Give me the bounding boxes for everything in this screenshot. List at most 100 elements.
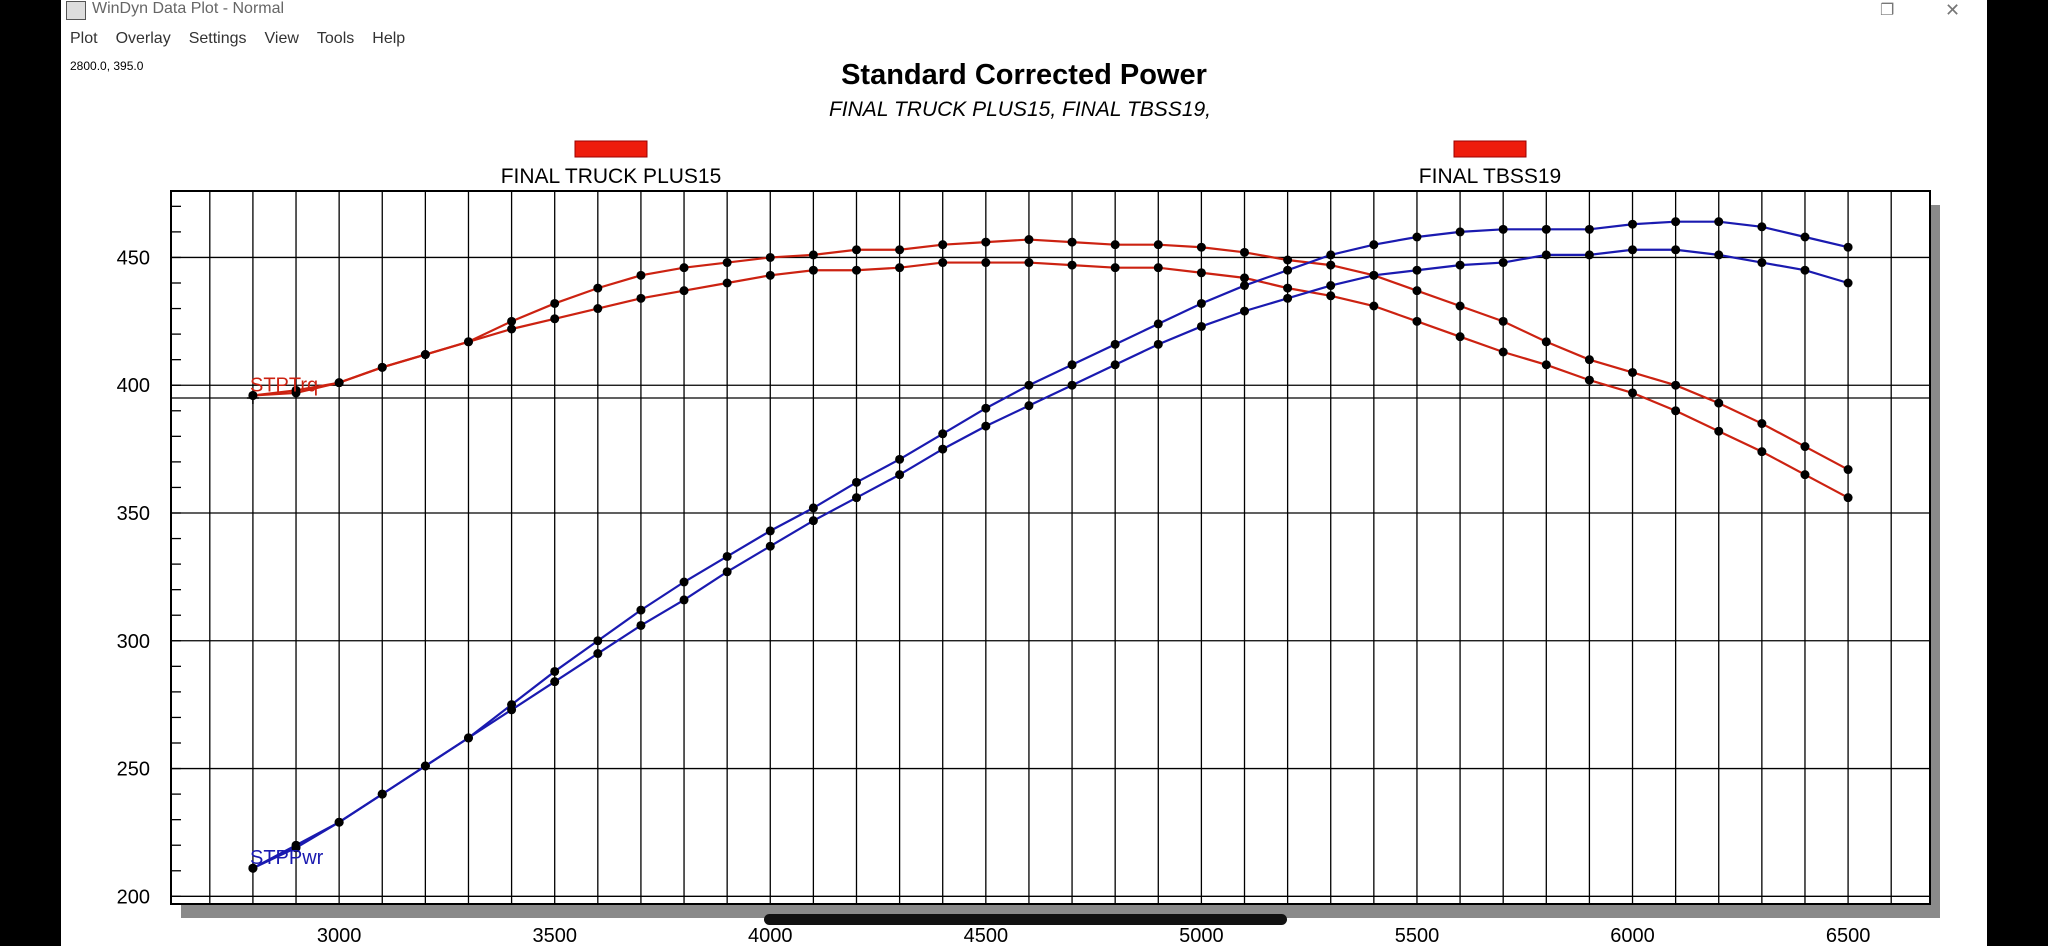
menu-plot[interactable]: Plot bbox=[70, 30, 98, 47]
data-point-power bbox=[1024, 401, 1034, 411]
app-icon bbox=[66, 1, 86, 20]
data-point-power bbox=[981, 421, 991, 431]
data-point-torque bbox=[1843, 465, 1853, 475]
data-point-torque bbox=[1110, 240, 1120, 250]
data-point-torque bbox=[1412, 286, 1422, 296]
data-point-torque bbox=[377, 362, 387, 372]
menu-settings[interactable]: Settings bbox=[188, 30, 247, 47]
data-point-torque bbox=[1455, 332, 1465, 342]
data-point-power bbox=[938, 429, 948, 439]
data-point-torque bbox=[1757, 419, 1767, 429]
data-point-power bbox=[1196, 298, 1206, 308]
data-point-power bbox=[1110, 339, 1120, 349]
data-point-power bbox=[1240, 281, 1250, 291]
data-point-power bbox=[1024, 380, 1034, 390]
menu-view[interactable]: View bbox=[264, 30, 299, 47]
data-point-torque bbox=[420, 350, 430, 360]
series-line-power bbox=[252, 248, 1849, 870]
data-point-power bbox=[1455, 227, 1465, 237]
y-tick-label: 400 bbox=[117, 375, 150, 397]
data-point-torque bbox=[1541, 337, 1551, 347]
menu-overlay[interactable]: Overlay bbox=[115, 30, 171, 47]
data-point-power bbox=[1541, 224, 1551, 234]
data-point-torque bbox=[1326, 291, 1336, 301]
data-point-power bbox=[1843, 278, 1853, 288]
x-tick-label: 6000 bbox=[1610, 925, 1655, 946]
data-point-power bbox=[377, 789, 387, 799]
data-point-power bbox=[550, 677, 560, 687]
data-point-torque bbox=[679, 286, 689, 296]
data-point-power bbox=[593, 649, 603, 659]
data-point-power bbox=[1412, 265, 1422, 275]
restore-icon[interactable]: ❐ bbox=[1880, 2, 1895, 19]
data-point-torque bbox=[463, 337, 473, 347]
data-point-torque bbox=[851, 245, 861, 255]
data-point-torque bbox=[1283, 283, 1293, 293]
data-point-power bbox=[938, 444, 948, 454]
data-point-torque bbox=[1024, 258, 1034, 268]
data-point-power bbox=[507, 705, 517, 715]
video-scrub-bar[interactable] bbox=[764, 914, 1287, 925]
data-point-torque bbox=[808, 265, 818, 275]
data-point-power bbox=[895, 470, 905, 480]
left-black-border bbox=[0, 0, 61, 946]
data-point-power bbox=[1498, 224, 1508, 234]
data-point-power bbox=[1240, 306, 1250, 316]
data-point-power bbox=[1283, 265, 1293, 275]
data-point-torque bbox=[1412, 316, 1422, 326]
data-point-power bbox=[1067, 360, 1077, 370]
data-point-torque bbox=[550, 298, 560, 308]
data-point-power bbox=[808, 516, 818, 526]
chart-title: Standard Corrected Power bbox=[841, 59, 1207, 91]
data-point-torque bbox=[1153, 240, 1163, 250]
data-point-power bbox=[1498, 258, 1508, 268]
data-point-power bbox=[1714, 250, 1724, 260]
data-point-torque bbox=[981, 237, 991, 247]
x-tick-label: 5500 bbox=[1395, 925, 1440, 946]
data-point-torque bbox=[679, 263, 689, 273]
data-point-power bbox=[636, 605, 646, 615]
data-point-torque bbox=[334, 378, 344, 388]
data-point-torque bbox=[1283, 255, 1293, 265]
data-point-torque bbox=[938, 258, 948, 268]
data-point-torque bbox=[1067, 237, 1077, 247]
close-icon[interactable]: ✕ bbox=[1945, 0, 1961, 20]
x-tick-label: 4500 bbox=[964, 925, 1009, 946]
x-tick-label: 3500 bbox=[532, 925, 577, 946]
plot-area bbox=[170, 190, 1931, 905]
data-point-torque bbox=[938, 240, 948, 250]
data-point-torque bbox=[1110, 263, 1120, 273]
data-point-torque bbox=[765, 270, 775, 280]
data-point-torque bbox=[1196, 242, 1206, 252]
data-point-power bbox=[1196, 321, 1206, 331]
data-point-power bbox=[550, 666, 560, 676]
data-point-torque bbox=[765, 252, 775, 262]
y-tick-label: 350 bbox=[117, 503, 150, 525]
data-point-torque bbox=[1240, 273, 1250, 283]
data-point-power bbox=[1628, 245, 1638, 255]
data-point-power bbox=[248, 863, 258, 873]
x-tick-label: 6500 bbox=[1826, 925, 1871, 946]
menu-help[interactable]: Help bbox=[372, 30, 406, 47]
series-label-torque: STPTrq bbox=[250, 374, 318, 396]
data-point-power bbox=[1628, 219, 1638, 229]
data-point-torque bbox=[550, 314, 560, 324]
data-point-power bbox=[895, 454, 905, 464]
data-point-power bbox=[1584, 224, 1594, 234]
data-point-power bbox=[1412, 232, 1422, 242]
menu-tools[interactable]: Tools bbox=[316, 30, 355, 47]
series-label-power: STPPwr bbox=[250, 847, 324, 869]
data-point-torque bbox=[1067, 260, 1077, 270]
right-black-border bbox=[1987, 0, 2048, 946]
data-point-power bbox=[981, 403, 991, 413]
series-line-torque bbox=[252, 261, 1849, 499]
window-title: WinDyn Data Plot - Normal bbox=[92, 0, 285, 17]
data-point-power bbox=[808, 503, 818, 513]
legend-label-2: FINAL TBSS19 bbox=[1419, 165, 1561, 188]
data-point-torque bbox=[1369, 301, 1379, 311]
data-point-power bbox=[1584, 250, 1594, 260]
data-point-power bbox=[463, 733, 473, 743]
data-point-torque bbox=[593, 304, 603, 314]
data-point-power bbox=[722, 567, 732, 577]
